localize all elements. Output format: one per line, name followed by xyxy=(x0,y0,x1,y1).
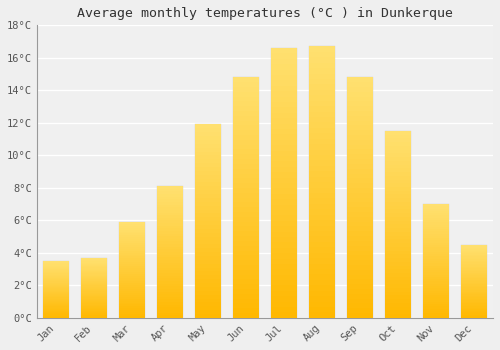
Bar xyxy=(118,222,145,318)
Bar xyxy=(232,77,259,318)
Bar xyxy=(194,125,221,318)
Bar xyxy=(308,47,336,318)
Bar xyxy=(42,261,69,318)
Bar xyxy=(156,186,183,318)
Bar xyxy=(270,48,297,318)
Bar xyxy=(384,131,411,318)
Bar xyxy=(80,258,107,318)
Bar xyxy=(346,77,374,318)
Bar xyxy=(422,204,450,318)
Bar xyxy=(460,245,487,318)
Title: Average monthly temperatures (°C ) in Dunkerque: Average monthly temperatures (°C ) in Du… xyxy=(77,7,453,20)
